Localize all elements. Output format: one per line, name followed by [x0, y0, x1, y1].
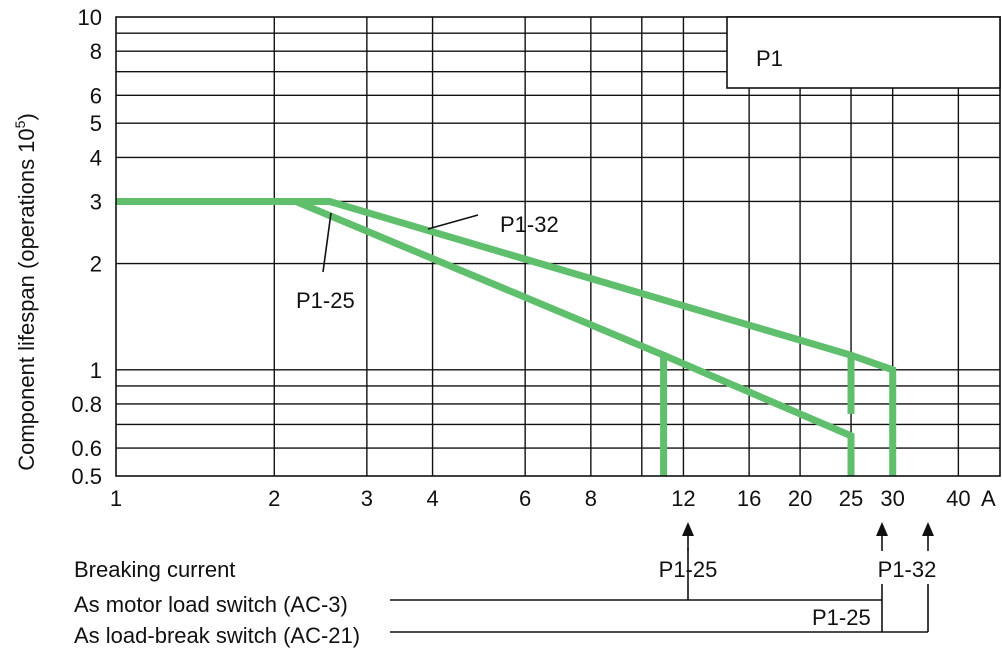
- arrow-p1-25: [682, 522, 694, 551]
- y-axis-title: Component lifespan (operations 105): [12, 113, 39, 471]
- x-axis-unit: A: [981, 486, 996, 511]
- y-tick-label: 3: [90, 189, 102, 214]
- annotation-label-p1-32: P1-32: [500, 212, 559, 237]
- x-tick-label: 12: [671, 486, 695, 511]
- y-tick-label: 0.8: [71, 392, 102, 417]
- x-tick-label: 8: [585, 486, 597, 511]
- ac3-row-label: As motor load switch (AC-3): [74, 592, 348, 617]
- arrow-label-p1-32: P1-32: [878, 557, 937, 582]
- x-tick-label: 20: [788, 486, 812, 511]
- y-tick-label: 0.6: [71, 436, 102, 461]
- plot-frame: [115, 16, 1001, 477]
- ac21-row-label: As load-break switch (AC-21): [74, 623, 360, 648]
- x-tick-label: 1: [110, 486, 122, 511]
- series-line-p1-25: [116, 198, 668, 476]
- x-tick-label: 25: [839, 486, 863, 511]
- y-tick-label: 4: [90, 145, 102, 170]
- annotation-label-p1-25: P1-25: [296, 288, 355, 313]
- annotation-p1-32: P1-32: [427, 212, 559, 237]
- curves: [116, 198, 897, 476]
- arrow-p1-32-a: [876, 522, 888, 551]
- y-tick-label: 2: [90, 252, 102, 277]
- x-tick-label: 2: [268, 486, 280, 511]
- series-line-p1-25: [662, 351, 855, 476]
- arrow-p1-32-b: [922, 522, 934, 551]
- y-tick-label: 8: [90, 39, 102, 64]
- x-tick-label: 30: [880, 486, 904, 511]
- breaking-current-label: Breaking current: [74, 557, 235, 582]
- x-tick-label: 16: [737, 486, 761, 511]
- arrow-label-p1-25: P1-25: [659, 557, 718, 582]
- y-tick-label: 1: [90, 358, 102, 383]
- series-line-p1-32: [116, 198, 897, 476]
- x-tick-label: 6: [519, 486, 531, 511]
- ac21-p1-25-label: P1-25: [812, 605, 871, 630]
- legend-box-label: P1: [756, 46, 783, 71]
- y-tick-label: 6: [90, 83, 102, 108]
- x-tick-label: 40: [946, 486, 970, 511]
- x-tick-label: 4: [426, 486, 438, 511]
- breaking-current-section: Breaking current As motor load switch (A…: [74, 522, 936, 648]
- annotation-p1-25: P1-25: [296, 212, 355, 313]
- legend-box: P1: [726, 16, 1001, 89]
- y-tick-label: 0.5: [71, 464, 102, 489]
- y-tick-label: 5: [90, 111, 102, 136]
- x-tick-label: 3: [361, 486, 373, 511]
- y-tick-label: 10: [78, 5, 102, 30]
